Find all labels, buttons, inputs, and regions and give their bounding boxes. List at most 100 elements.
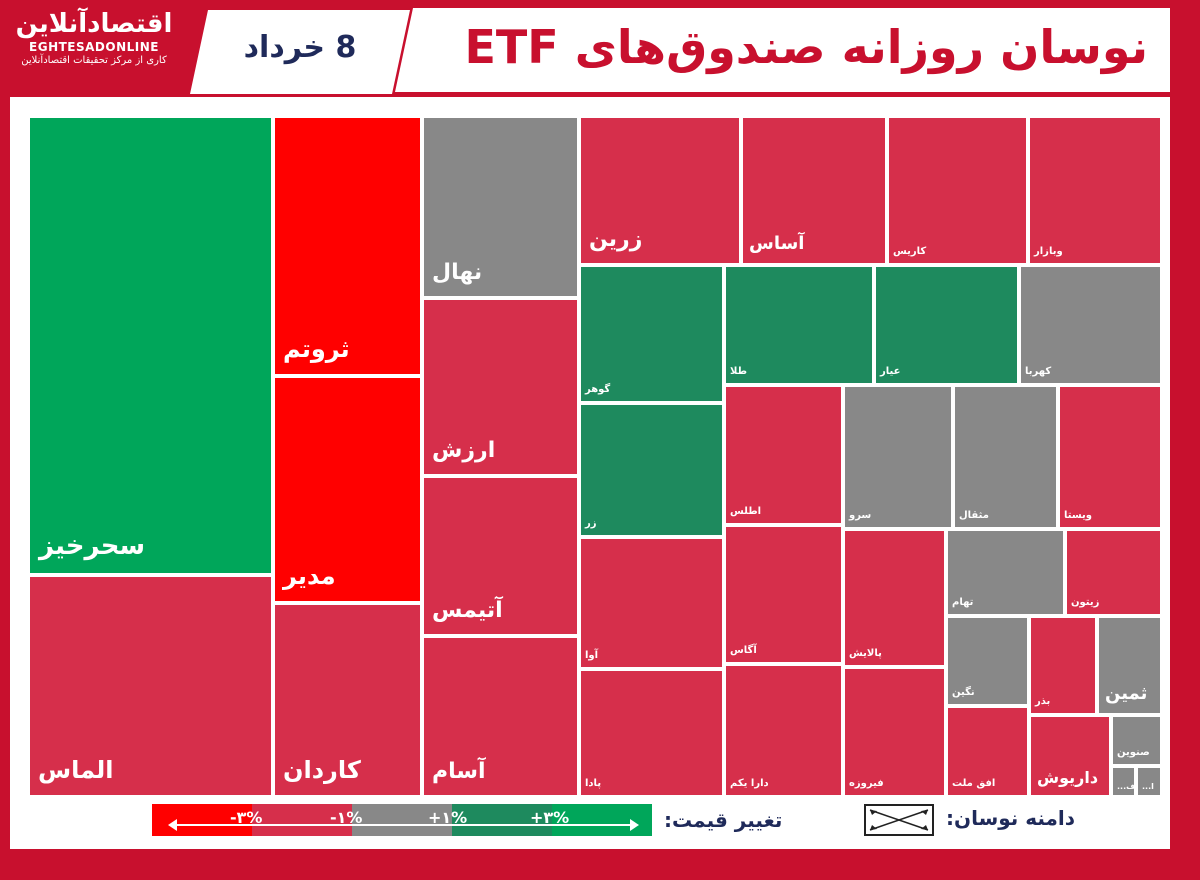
legend-arrow-right-icon — [630, 819, 639, 831]
treemap-tile[interactable]: الماس — [28, 575, 273, 797]
treemap-tile[interactable]: پالایش — [843, 529, 946, 667]
legend-label-minus1: -۱% — [330, 808, 363, 827]
treemap-tile-label: دارا یکم — [730, 778, 769, 789]
treemap-tile-label: کهربا — [1025, 366, 1052, 377]
range-box-icon — [864, 804, 934, 836]
treemap-tile-label: طلا — [730, 366, 748, 377]
treemap-tile[interactable]: پادا — [579, 669, 724, 797]
treemap-tile-label: داریوش — [1037, 768, 1099, 787]
range-cross-icon — [869, 809, 929, 831]
treemap-tile[interactable]: تهام — [946, 529, 1065, 616]
treemap-tile[interactable]: ف... — [1111, 766, 1136, 797]
treemap-tile[interactable]: اطلس — [724, 385, 843, 525]
treemap-tile-label: پالایش — [849, 648, 882, 659]
range-title: دامنه نوسان: — [946, 806, 1076, 830]
treemap-tile-label: کاردان — [283, 756, 361, 784]
legend-label-minus3: -۳% — [230, 808, 263, 827]
treemap-tile-label: نگین — [952, 687, 975, 698]
logo-fa: اقتصادآنلاین — [15, 9, 173, 39]
title-box: نوسان روزانه صندوق‌های ETF — [395, 8, 1170, 92]
treemap-tile[interactable]: گوهر — [579, 265, 724, 403]
legend-arrow-line — [170, 824, 636, 826]
date-label: 8 خرداد — [243, 30, 357, 65]
logo-tagline: کاری از مرکز تحقیقات اقتصادآنلاین — [21, 55, 167, 66]
treemap-tile[interactable]: زر — [579, 403, 724, 537]
legend-label-plus1: +۱% — [428, 808, 468, 827]
treemap-tile-label: نهال — [432, 260, 483, 285]
treemap-tile-label: کاریس — [893, 246, 927, 257]
treemap-tile-label: آگاس — [730, 645, 757, 656]
treemap-tile-label: افق ملت — [952, 778, 996, 789]
treemap-tile[interactable]: صنوین — [1111, 715, 1162, 766]
treemap-tile[interactable]: ثروتم — [273, 116, 422, 376]
treemap-tile-label: مثقال — [959, 510, 989, 521]
treemap-tile[interactable]: کاردان — [273, 603, 422, 797]
header: اقتصادآنلاین EGHTESADONLINE کاری از مرکز… — [0, 0, 1200, 96]
treemap-tile[interactable]: بذر — [1029, 616, 1097, 715]
legend-title: تغییر قیمت: — [664, 808, 783, 832]
treemap-tile[interactable]: مدیر — [273, 376, 422, 603]
treemap-tile[interactable]: افق ملت — [946, 706, 1029, 797]
treemap-tile[interactable]: داریوش — [1029, 715, 1111, 797]
treemap-tile-label: گوهر — [585, 384, 611, 395]
treemap-tile-label: زیتون — [1071, 597, 1100, 608]
legend-segment — [252, 804, 352, 836]
treemap-tile[interactable]: زرین — [579, 116, 741, 265]
treemap-tile[interactable]: سحرخیز — [28, 116, 273, 575]
treemap-tile[interactable]: آوا — [579, 537, 724, 669]
treemap-tile[interactable]: کهربا — [1019, 265, 1162, 385]
date-box: 8 خرداد — [190, 10, 410, 94]
treemap-tile[interactable]: زیتون — [1065, 529, 1162, 616]
treemap-tile-label: زرین — [589, 227, 643, 252]
treemap-tile[interactable]: مثقال — [953, 385, 1058, 529]
legend-segment — [352, 804, 452, 836]
treemap-tile-label: صنوین — [1117, 747, 1150, 758]
treemap-tile[interactable]: سرو — [843, 385, 953, 529]
treemap-tile[interactable]: ارزش — [422, 298, 579, 476]
treemap-tile[interactable]: نهال — [422, 116, 579, 298]
treemap-tile-label: ف... — [1117, 782, 1136, 791]
page-title: نوسان روزانه صندوق‌های ETF — [464, 20, 1149, 74]
legend-color-bar — [152, 804, 652, 836]
treemap-tile-label: ثمین — [1105, 683, 1148, 704]
legend-arrow-left-icon — [168, 819, 177, 831]
treemap-tile[interactable]: ثمین — [1097, 616, 1162, 715]
treemap-tile[interactable]: ا... — [1136, 766, 1162, 797]
treemap-tile[interactable]: دارا یکم — [724, 664, 843, 797]
treemap-tile-label: تهام — [952, 597, 974, 608]
treemap-tile[interactable]: نگین — [946, 616, 1029, 706]
treemap-tile-label: آسام — [432, 759, 486, 784]
treemap-tile-label: آتیمس — [432, 598, 503, 623]
treemap-tile-label: مدیر — [283, 562, 336, 590]
treemap-tile-label: ویستا — [1064, 510, 1092, 521]
logo: اقتصادآنلاین EGHTESADONLINE کاری از مرکز… — [14, 8, 174, 84]
treemap-tile-label: اطلس — [730, 506, 762, 517]
treemap-tile-label: عیار — [880, 366, 901, 377]
legend-segment — [452, 804, 552, 836]
treemap-tile-label: وبازار — [1034, 246, 1063, 257]
treemap-tile-label: آوا — [585, 650, 599, 661]
legend-label-plus3: +۳% — [530, 808, 570, 827]
treemap-tile-label: سرو — [849, 510, 872, 521]
treemap-tile[interactable]: طلا — [724, 265, 874, 385]
treemap-tile-label: ثروتم — [283, 335, 350, 363]
treemap-tile-label: فیروزه — [849, 778, 884, 789]
logo-en: EGHTESADONLINE — [29, 40, 159, 54]
treemap-tile-label: الماس — [38, 756, 114, 784]
treemap-tile[interactable]: آساس — [741, 116, 887, 265]
treemap-tile-label: سحرخیز — [39, 531, 146, 561]
treemap-tile-label: زر — [585, 518, 597, 529]
treemap-tile[interactable]: آگاس — [724, 525, 843, 664]
treemap-tile[interactable]: آسام — [422, 636, 579, 797]
treemap-tile[interactable]: فیروزه — [843, 667, 946, 797]
treemap-tile-label: بذر — [1035, 696, 1051, 707]
treemap-tile[interactable]: ویستا — [1058, 385, 1162, 529]
treemap-tile[interactable]: آتیمس — [422, 476, 579, 636]
treemap-tile[interactable]: وبازار — [1028, 116, 1162, 265]
treemap-tile[interactable]: عیار — [874, 265, 1019, 385]
treemap-tile-label: ا... — [1142, 782, 1154, 791]
treemap-tile-label: ارزش — [432, 438, 496, 463]
treemap-tile-label: آساس — [749, 233, 805, 254]
treemap-tile[interactable]: کاریس — [887, 116, 1028, 265]
